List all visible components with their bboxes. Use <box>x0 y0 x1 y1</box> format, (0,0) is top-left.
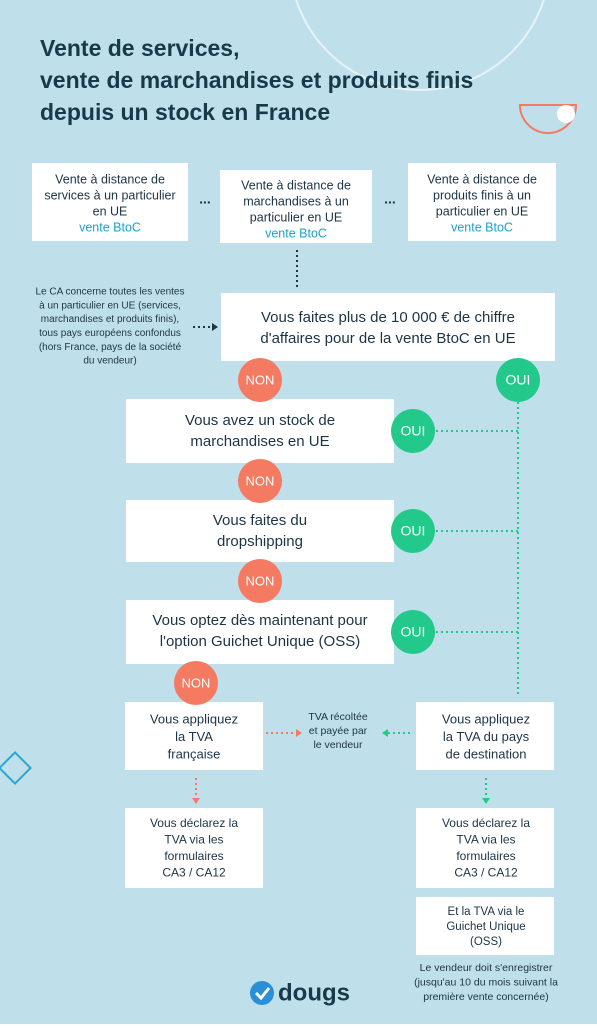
source-text: Vente à distance de <box>427 172 537 186</box>
no-badge <box>238 358 282 402</box>
source-text: services à un particulier <box>44 188 175 202</box>
question-box <box>221 293 555 361</box>
outcome-text: Vous appliquez <box>150 711 238 726</box>
connectors <box>193 250 519 798</box>
title: Vente de services, <box>40 35 239 61</box>
note-text: du vendeur) <box>83 356 136 367</box>
question-text: Vous faites plus de 10 000 € de chiffre <box>261 309 515 326</box>
logo: dougs <box>278 979 350 1006</box>
question-text: Vous optez dès maintenant pour <box>152 612 367 629</box>
no-label: NON <box>246 372 275 387</box>
source-tag: vente BtoC <box>451 220 513 234</box>
final-note: (jusqu'au 10 du mois suivant la <box>414 976 558 988</box>
question-text: Vous avez un stock de <box>185 412 335 429</box>
outcome-text: de destination <box>446 746 527 761</box>
middle-note: TVA récoltée <box>308 711 367 723</box>
outcome-text: Guichet Unique <box>446 921 525 933</box>
outcome-text: TVA via les <box>456 833 515 847</box>
outcome-text: (OSS) <box>470 936 502 948</box>
outcome-text: CA3 / CA12 <box>162 866 226 880</box>
yes-badge <box>496 358 540 402</box>
yes-label: OUI <box>401 523 426 539</box>
no-label: NON <box>246 473 275 488</box>
source-text: marchandises à un <box>243 194 349 208</box>
ellipsis: ... <box>199 191 211 207</box>
outcome-text: Et la TVA via le <box>448 906 525 918</box>
question-text: marchandises en UE <box>190 433 329 450</box>
note-text: (hors France, pays de la société <box>39 342 182 353</box>
ellipsis: ... <box>384 191 396 207</box>
yes-label: OUI <box>401 423 426 439</box>
note-text: à un particulier en UE (services, <box>39 300 181 311</box>
yes-label: OUI <box>401 624 426 640</box>
title: vente de marchandises et produits finis <box>40 67 473 93</box>
question-text: d'affaires pour de la vente BtoC en UE <box>260 330 515 347</box>
no-badge <box>174 661 218 705</box>
outcome-text: formulaires <box>456 849 515 863</box>
source-text: Vente à distance de <box>241 178 351 192</box>
arrowhead <box>296 729 302 737</box>
source-box <box>32 163 188 241</box>
middle-note: et payée par <box>309 725 368 737</box>
yes-badge <box>391 509 435 553</box>
title: depuis un stock en France <box>40 99 330 125</box>
question-box <box>126 600 394 664</box>
decoration <box>295 0 545 91</box>
source-text: particulier en UE <box>250 210 342 224</box>
source-box <box>408 163 556 241</box>
outcome-text: la TVA <box>175 729 213 744</box>
outcome-box <box>416 808 554 888</box>
arrowhead <box>482 798 490 804</box>
yes-label: OUI <box>506 372 531 388</box>
source-text: particulier en UE <box>436 204 528 218</box>
middle-note: le vendeur <box>313 739 363 751</box>
outcome-text: la TVA du pays <box>443 729 530 744</box>
yes-badge <box>391 610 435 654</box>
outcome-text: formulaires <box>164 849 223 863</box>
yes-badge <box>391 409 435 453</box>
no-badge <box>238 459 282 503</box>
question-text: l'option Guichet Unique (OSS) <box>160 633 360 650</box>
question-text: dropshipping <box>217 533 303 550</box>
outcome-text: Vous appliquez <box>442 711 530 726</box>
outcome-text: française <box>168 746 221 761</box>
no-label: NON <box>182 675 211 690</box>
outcome-box <box>125 702 263 770</box>
decoration <box>0 751 32 785</box>
outcome-text: Vous déclarez la <box>150 816 238 830</box>
source-tag: vente BtoC <box>265 226 327 240</box>
source-text: en UE <box>93 204 128 218</box>
outcome-text: TVA via les <box>164 833 223 847</box>
question-box <box>126 500 394 562</box>
logo-icon <box>254 987 271 1001</box>
outcome-text: CA3 / CA12 <box>454 866 518 880</box>
outcome-box <box>125 808 263 888</box>
final-note: Le vendeur doit s'enregistrer <box>420 962 553 974</box>
source-text: Vente à distance de <box>55 172 165 186</box>
outcome-box <box>416 702 554 770</box>
source-tag: vente BtoC <box>79 220 141 234</box>
final-note: première vente concernée) <box>423 991 548 1003</box>
outcome-text: Vous déclarez la <box>442 816 530 830</box>
no-label: NON <box>246 573 275 588</box>
outcome-box <box>416 897 554 955</box>
source-text: produits finis à un <box>433 188 531 202</box>
question-text: Vous faites du <box>213 512 307 529</box>
note-text: tous pays européens confondus <box>39 328 181 339</box>
arrowhead <box>192 798 200 804</box>
source-box <box>220 170 372 243</box>
logo-icon <box>250 981 274 1005</box>
note-text: marchandises et produits finis), <box>41 314 179 325</box>
note-text: Le CA concerne toutes les ventes <box>36 287 185 298</box>
decoration <box>557 105 575 123</box>
no-badge <box>238 559 282 603</box>
arrowhead <box>382 729 388 737</box>
arrowhead <box>212 323 218 331</box>
question-box <box>126 399 394 463</box>
